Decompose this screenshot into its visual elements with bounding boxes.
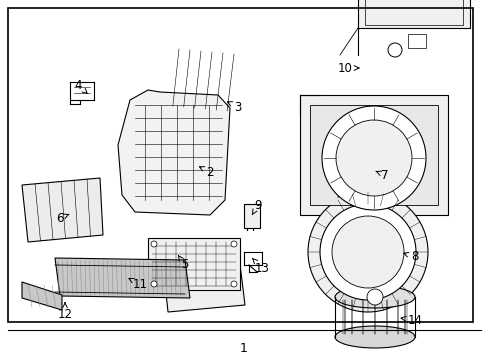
Ellipse shape	[334, 326, 414, 348]
Bar	[309, 105, 437, 205]
Text: 10: 10	[337, 62, 358, 75]
Text: 14: 14	[400, 314, 422, 327]
Circle shape	[307, 192, 427, 312]
Text: 13: 13	[252, 258, 269, 275]
Text: 1: 1	[240, 342, 247, 355]
Text: 8: 8	[403, 251, 418, 264]
Text: 3: 3	[227, 100, 241, 113]
Polygon shape	[118, 90, 229, 215]
Polygon shape	[22, 282, 62, 310]
Bar	[299, 95, 447, 215]
Polygon shape	[22, 178, 103, 242]
Text: 9: 9	[252, 198, 261, 215]
Circle shape	[230, 241, 237, 247]
Circle shape	[321, 106, 425, 210]
Circle shape	[230, 281, 237, 287]
Bar	[357, 0, 469, 28]
Text: 5: 5	[178, 256, 188, 271]
Bar	[8, 8, 472, 322]
Circle shape	[387, 43, 401, 57]
Text: 2: 2	[199, 166, 213, 179]
Circle shape	[319, 204, 415, 300]
Circle shape	[366, 289, 382, 305]
Bar	[407, 34, 425, 48]
Circle shape	[151, 281, 157, 287]
Text: 4: 4	[74, 78, 87, 93]
Text: 12: 12	[58, 303, 72, 321]
Text: 6: 6	[56, 212, 69, 225]
Polygon shape	[55, 258, 190, 298]
Circle shape	[335, 120, 411, 196]
Ellipse shape	[334, 286, 414, 308]
Circle shape	[151, 241, 157, 247]
Bar	[148, 238, 240, 290]
Text: 11: 11	[129, 278, 147, 291]
Bar	[364, 0, 462, 25]
Polygon shape	[162, 248, 244, 312]
Circle shape	[331, 216, 403, 288]
Text: 7: 7	[375, 168, 388, 181]
Bar	[244, 204, 260, 228]
